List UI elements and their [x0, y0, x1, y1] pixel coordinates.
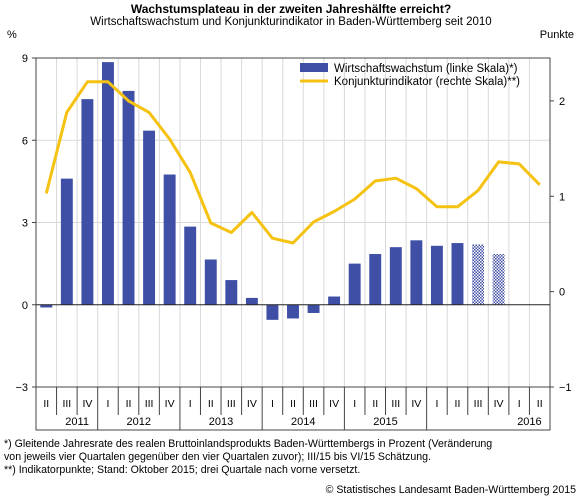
- growth-bar: [204, 259, 217, 305]
- legend-bar-swatch: [300, 63, 328, 72]
- growth-bar: [163, 174, 176, 305]
- quarter-label: II: [126, 398, 132, 410]
- quarter-label: IV: [411, 398, 421, 410]
- growth-bar: [245, 297, 258, 305]
- year-label: 2014: [291, 416, 315, 428]
- year-label: 2013: [209, 416, 233, 428]
- quarter-label: I: [435, 398, 438, 410]
- legend-line-label: Konjunkturindikator (rechte Skala)**): [334, 76, 520, 88]
- year-label: 2015: [373, 416, 397, 428]
- quarter-label: IV: [329, 398, 339, 410]
- quarter-label: IV: [494, 398, 504, 410]
- quarter-label: IV: [82, 398, 92, 410]
- quarter-label: I: [189, 398, 192, 410]
- growth-bar: [143, 130, 156, 305]
- chart-title: Wachstumsplateau in der zweiten Jahreshä…: [130, 2, 452, 16]
- growth-bar: [184, 226, 197, 305]
- quarter-label: II: [290, 398, 296, 410]
- growth-bar: [40, 304, 53, 308]
- growth-bar: [266, 304, 279, 320]
- left-tick-label: −3: [15, 382, 28, 394]
- year-label: 2011: [65, 416, 89, 428]
- quarter-label: III: [391, 398, 400, 410]
- growth-bar: [369, 254, 382, 305]
- growth-bar: [472, 244, 485, 305]
- growth-bar: [348, 263, 361, 305]
- quarter-label: II: [208, 398, 214, 410]
- growth-bar: [328, 296, 341, 305]
- quarter-label: III: [145, 398, 154, 410]
- growth-bar: [101, 62, 114, 305]
- quarter-label: I: [271, 398, 274, 410]
- left-tick-label: 3: [22, 218, 28, 230]
- growth-bar: [225, 280, 238, 305]
- left-axis-unit: %: [7, 29, 17, 41]
- quarter-label: III: [227, 398, 236, 410]
- quarter-label: I: [518, 398, 521, 410]
- footnote-line: von jeweils vier Quartalen gegenüber den…: [4, 451, 431, 463]
- growth-bar: [60, 178, 73, 305]
- growth-bar: [410, 240, 423, 305]
- indicator-line: [44, 80, 541, 245]
- quarter-label: II: [372, 398, 378, 410]
- right-axis-unit: Punkte: [539, 29, 574, 41]
- quarter-label: IV: [165, 398, 175, 410]
- growth-bar: [451, 243, 464, 305]
- legend-bar-label: Wirtschaftswachstum (linke Skala)*): [334, 63, 518, 75]
- right-tick-label: 1: [559, 191, 565, 203]
- quarter-label: III: [474, 398, 483, 410]
- footnote: *) Gleitende Jahresrate des realen Brutt…: [4, 438, 580, 477]
- right-tick-label: −1: [559, 382, 572, 394]
- footnote-line: *) Gleitende Jahresrate des realen Brutt…: [4, 438, 493, 450]
- left-tick-label: 9: [22, 53, 28, 65]
- growth-bar: [81, 99, 94, 305]
- plot-frame: [35, 57, 551, 431]
- quarter-label: III: [309, 398, 318, 410]
- growth-bar: [430, 245, 443, 305]
- quarter-label: III: [62, 398, 71, 410]
- quarter-label: I: [106, 398, 109, 410]
- quarter-label: II: [455, 398, 461, 410]
- source-credit: © Statistisches Landesamt Baden-Württemb…: [325, 484, 576, 496]
- growth-bar: [307, 304, 320, 313]
- year-label: 2012: [127, 416, 151, 428]
- left-tick-label: 0: [22, 300, 28, 312]
- year-label: 2016: [517, 416, 541, 428]
- growth-bar: [389, 247, 402, 305]
- quarter-label: II: [537, 398, 543, 410]
- growth-bar: [492, 254, 505, 305]
- left-tick-label: 6: [22, 135, 28, 147]
- chart-subtitle: Wirtschaftswachstum und Konjunkturindika…: [90, 16, 492, 28]
- footnote-line: **) Indikatorpunkte; Stand: Oktober 2015…: [4, 464, 361, 476]
- right-tick-label: 2: [559, 96, 565, 108]
- quarter-label: IV: [247, 398, 257, 410]
- growth-bar: [122, 90, 135, 305]
- quarter-label: II: [43, 398, 49, 410]
- right-tick-label: 0: [559, 287, 565, 299]
- growth-bar: [287, 304, 299, 319]
- quarter-label: I: [353, 398, 356, 410]
